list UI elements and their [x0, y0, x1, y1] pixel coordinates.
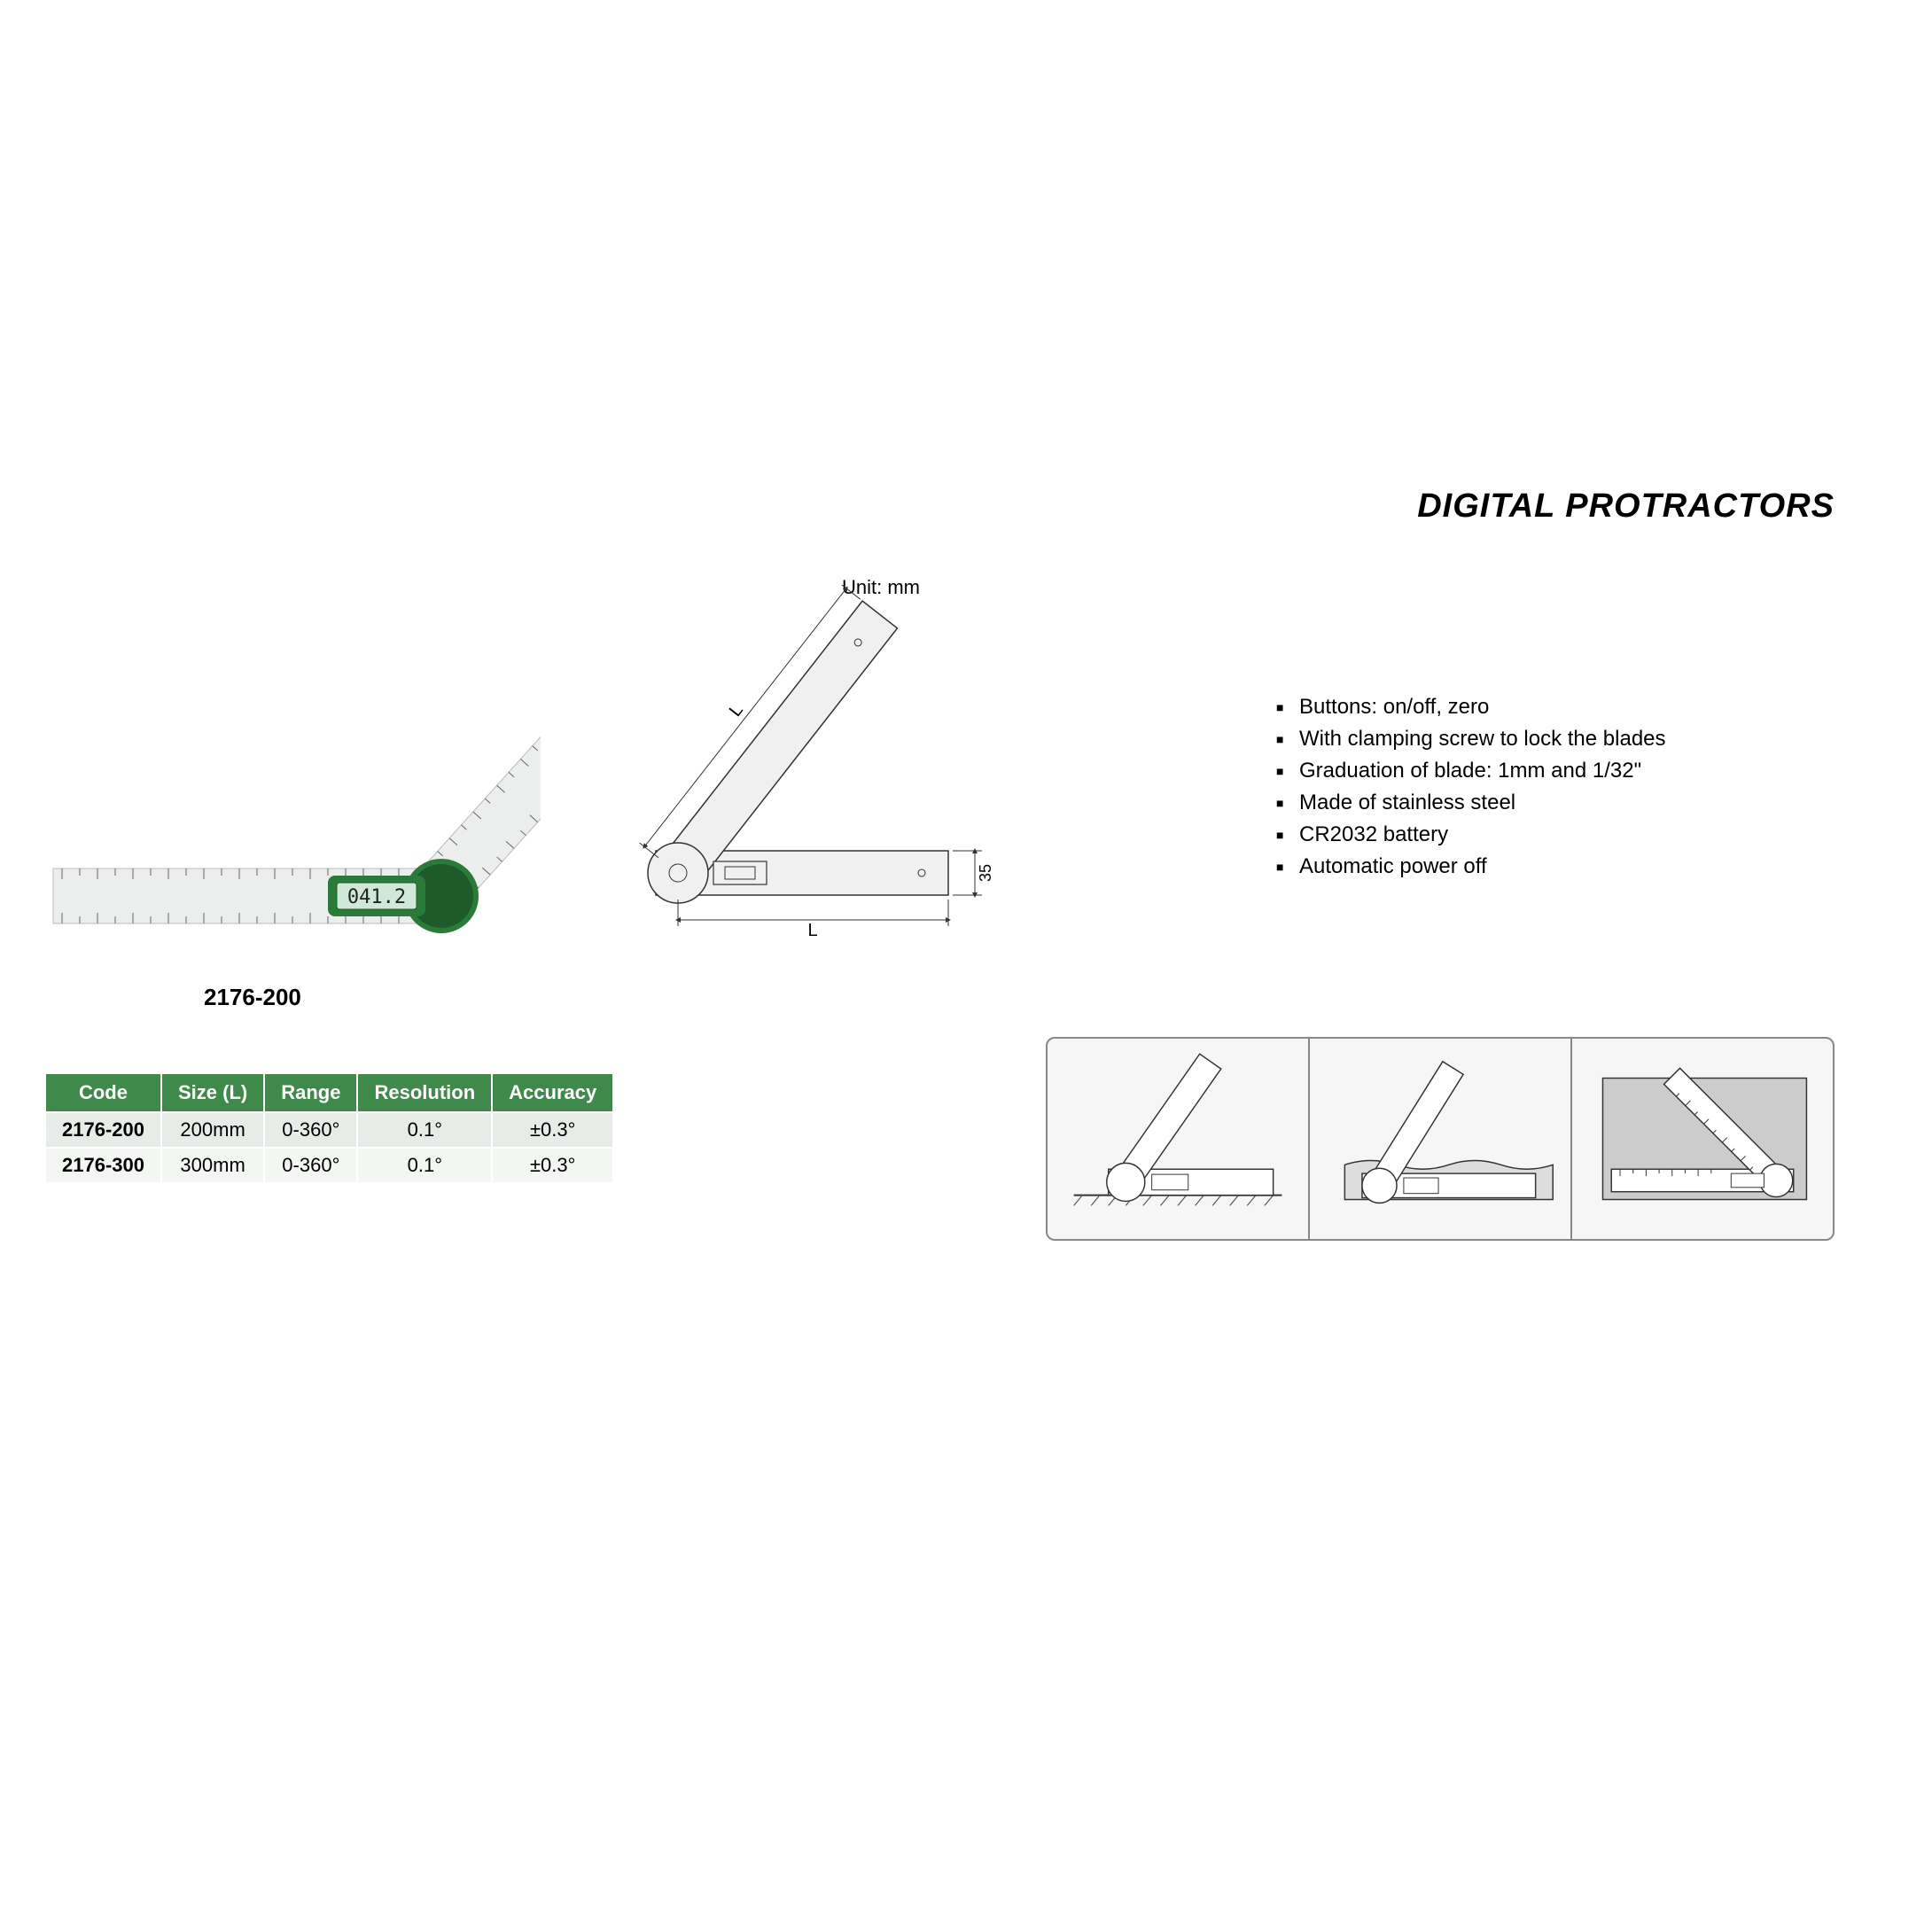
usage-diagram-1 — [1048, 1039, 1310, 1239]
table-cell: 2176-200 — [45, 1112, 161, 1148]
table-cell: 0.1° — [357, 1112, 492, 1148]
table-cell: 0-360° — [264, 1112, 357, 1148]
technical-drawing: L 35 L — [594, 585, 1037, 957]
feature-item: CR2032 battery — [1276, 819, 1835, 851]
table-row: 2176-300300mm0-360°0.1°±0.3° — [45, 1148, 613, 1183]
feature-item: Buttons: on/off, zero — [1276, 691, 1835, 723]
table-row: 2176-200200mm0-360°0.1°±0.3° — [45, 1112, 613, 1148]
table-cell: 2176-300 — [45, 1148, 161, 1183]
spec-table: CodeSize (L)RangeResolutionAccuracy 2176… — [44, 1072, 614, 1184]
table-cell: ±0.3° — [492, 1112, 613, 1148]
table-header: Resolution — [357, 1073, 492, 1112]
table-cell: 0.1° — [357, 1148, 492, 1183]
usage-diagrams — [1046, 1037, 1835, 1241]
table-cell: 300mm — [161, 1148, 264, 1183]
feature-item: With clamping screw to lock the blades — [1276, 723, 1835, 755]
page-title: DIGITAL PROTRACTORS — [1417, 487, 1835, 526]
feature-item: Graduation of blade: 1mm and 1/32" — [1276, 755, 1835, 787]
product-photo: 041.2 — [44, 603, 541, 966]
svg-text:041.2: 041.2 — [347, 886, 406, 908]
usage-diagram-2 — [1310, 1039, 1572, 1239]
table-header: Size (L) — [161, 1073, 264, 1112]
feature-list: Buttons: on/off, zero With clamping scre… — [1276, 691, 1835, 883]
table-header: Code — [45, 1073, 161, 1112]
table-cell: 0-360° — [264, 1148, 357, 1183]
svg-text:35: 35 — [977, 864, 994, 882]
svg-text:L: L — [807, 921, 817, 940]
feature-item: Made of stainless steel — [1276, 787, 1835, 819]
table-cell: ±0.3° — [492, 1148, 613, 1183]
table-header: Accuracy — [492, 1073, 613, 1112]
usage-diagram-3 — [1572, 1039, 1833, 1239]
feature-item: Automatic power off — [1276, 851, 1835, 883]
product-code-label: 2176-200 — [204, 984, 301, 1011]
svg-text:L: L — [726, 701, 747, 721]
table-header: Range — [264, 1073, 357, 1112]
table-cell: 200mm — [161, 1112, 264, 1148]
